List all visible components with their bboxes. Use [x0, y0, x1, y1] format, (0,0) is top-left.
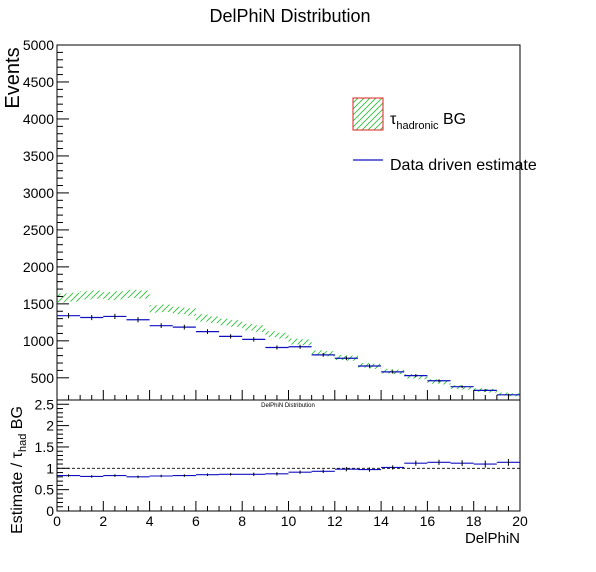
- bg-band-segment: [438, 380, 451, 385]
- ratio-y-tick-label: 0.5: [35, 482, 55, 498]
- bg-band-segment: [334, 354, 347, 361]
- bg-band-segment: [381, 368, 393, 374]
- ratio-y-tick-label: 2: [46, 418, 54, 434]
- ratio-x-tick-label: 12: [327, 513, 343, 529]
- main-title: DelPhiN Distribution: [209, 6, 370, 26]
- ratio-y-axis: 0 0.5 1 1.5 2 2.5: [35, 396, 69, 519]
- main-y-tick-label: 1500: [23, 296, 54, 312]
- bg-band-segment: [427, 379, 439, 384]
- main-y-tick-label: 4000: [23, 111, 54, 127]
- main-y-tick-label: 1000: [23, 333, 54, 349]
- bg-band-segment: [126, 289, 139, 298]
- main-y-tick-label: 4500: [23, 74, 54, 90]
- bg-band-segment: [195, 314, 208, 322]
- bg-band-segment: [265, 331, 277, 338]
- ratio-x-tick-label: 20: [512, 513, 528, 529]
- main-y-tick-label: 2000: [23, 259, 54, 275]
- ratio-y-tick-label: 1.5: [35, 439, 55, 455]
- bg-band-segment: [68, 292, 81, 302]
- bg-band-segment: [357, 363, 370, 368]
- legend-bg-swatch: [352, 97, 384, 131]
- ratio-y-axis-title: Estimate / τhad BG: [9, 406, 29, 534]
- ratio-x-tick-label: 16: [420, 513, 436, 529]
- bg-band-segment: [462, 385, 474, 390]
- bg-band-segment: [311, 350, 324, 356]
- legend-bg-label: τhadronic BG: [390, 111, 466, 132]
- bg-band-segment: [114, 291, 127, 300]
- bg-band-segment: [404, 374, 416, 379]
- ratio-x-tick-label: 4: [146, 513, 154, 529]
- ratio-y-axis-title-sub: had: [17, 434, 29, 452]
- ratio-x-tick-label: 8: [238, 513, 246, 529]
- bg-band-segment: [138, 290, 150, 299]
- bg-band-segment: [57, 293, 69, 303]
- estimate-series: [57, 313, 520, 396]
- bg-band-segment: [276, 332, 289, 339]
- main-plot-panel: 500100015002000250030003500400045005000 …: [2, 37, 537, 401]
- ratio-x-tick-label: 6: [192, 513, 200, 529]
- ratio-plot-frame: [56, 399, 521, 512]
- bg-band-segment: [161, 304, 173, 312]
- ratio-y-tick-label: 1: [46, 460, 54, 476]
- main-y-tick-label: 2500: [23, 222, 54, 238]
- bg-band-segment: [149, 305, 162, 313]
- ratio-panel-title: DelPhiN Distribution: [261, 403, 315, 409]
- bg-band-segment: [80, 291, 92, 300]
- legend: τhadronic BG Data driven estimate: [352, 97, 537, 174]
- ratio-x-tick-label: 10: [281, 513, 297, 529]
- legend-bg-label-tail: BG: [439, 111, 467, 128]
- bg-band-segment: [219, 318, 231, 326]
- ratio-y-tick-label: 0: [46, 503, 54, 519]
- main-y-tick-label: 500: [31, 370, 55, 386]
- ratio-x-axis-title: DelPhiN: [465, 530, 520, 547]
- bg-band-segment: [496, 392, 509, 396]
- bg-band-segment: [288, 338, 301, 345]
- bg-band-segment: [323, 351, 335, 357]
- ratio-x-tick-label: 18: [466, 513, 482, 529]
- ratio-x-tick-label: 0: [53, 513, 61, 529]
- main-y-tick-label: 3500: [23, 148, 54, 164]
- bg-band-segment: [300, 339, 312, 346]
- bg-band-segment: [207, 316, 220, 324]
- ratio-x-tick-label: 14: [373, 513, 389, 529]
- ratio-x-axis: 0 2 4 6 8 10 12 14 16 18 20: [53, 501, 528, 529]
- bg-band-segment: [172, 306, 185, 315]
- bg-band-segment: [103, 292, 115, 301]
- main-y-axis: 500 1000 1500 2000 2500 3000 3500 4000 4500 5000: [23, 37, 521, 400]
- ratio-y-axis-title-tail: BG: [9, 406, 26, 434]
- main-y-axis-title: Events: [2, 47, 24, 108]
- ratio-x-tick-label: 2: [99, 513, 107, 529]
- bg-band-segment: [415, 374, 428, 380]
- bg-band-segment: [253, 325, 266, 332]
- ratio-plot-panel: DelPhiN Distribution 0 0.5 1 1.5 2 2.5 0 2 4 6 8 1…: [9, 396, 528, 547]
- bg-band-segment: [230, 320, 243, 327]
- legend-bg-label-main: τ: [390, 111, 397, 128]
- main-y-tick-label: 5000: [23, 37, 54, 53]
- ratio-y-axis-title-main: Estimate / τ: [9, 451, 26, 534]
- bg-band-segment: [242, 323, 254, 331]
- main-y-tick-label: 3000: [23, 185, 54, 201]
- ratio-series: [57, 458, 520, 479]
- legend-bg-label-sub: hadronic: [396, 120, 439, 132]
- bg-band-segment: [184, 308, 196, 316]
- bg-band-segment: [91, 290, 104, 299]
- ratio-y-tick-label: 2.5: [35, 396, 55, 412]
- legend-estimate-label: Data driven estimate: [390, 157, 537, 174]
